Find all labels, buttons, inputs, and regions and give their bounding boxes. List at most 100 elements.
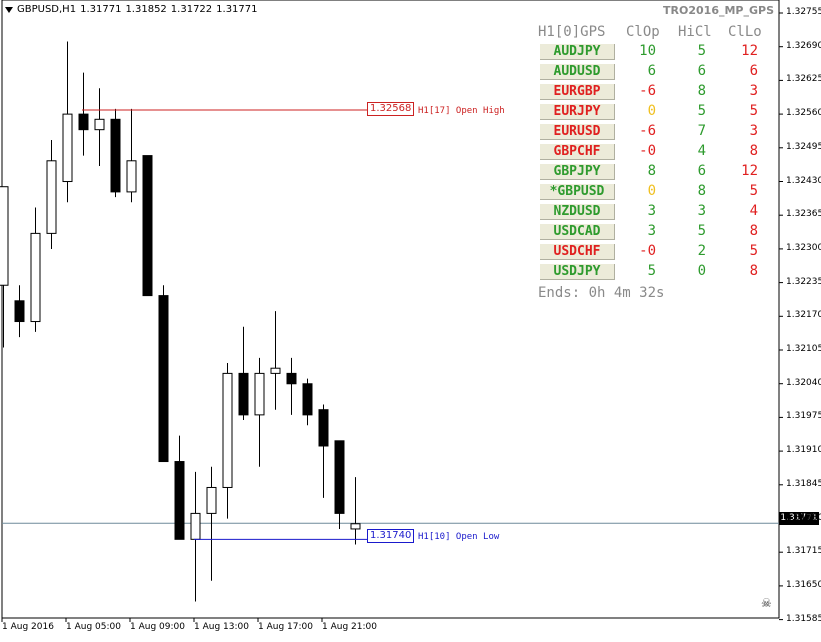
- pair-button[interactable]: GBPCHF: [540, 144, 615, 160]
- price-axis-label: 1.32560: [786, 108, 821, 119]
- col-cllo: ClLo: [728, 24, 762, 40]
- candle-body: [30, 232, 41, 323]
- pair-button[interactable]: GBPJPY: [540, 164, 615, 180]
- pair-button[interactable]: EURUSD: [540, 124, 615, 140]
- open-low-label: H1[10] Open Low: [418, 532, 500, 542]
- ends-timer: Ends: 0h 4m 32s: [538, 285, 664, 301]
- time-axis-label: 1 Aug 09:00: [130, 622, 185, 632]
- candle-body: [238, 372, 249, 416]
- candle-body: [318, 409, 329, 447]
- open-low-price-box: 1.31740: [367, 529, 415, 543]
- clop-value: -6: [639, 83, 656, 99]
- candle: [94, 88, 105, 166]
- candle-body: [350, 523, 361, 530]
- gps-row: USDCAD 3 5 8: [538, 222, 778, 242]
- hicl-value: 8: [697, 183, 706, 199]
- candle: [46, 140, 57, 249]
- cllo-value: 4: [749, 203, 758, 219]
- candle: [286, 357, 297, 415]
- hicl-value: 3: [697, 203, 706, 219]
- pair-button[interactable]: EURGBP: [540, 84, 615, 100]
- candle-body: [334, 440, 345, 514]
- pair-button[interactable]: *GBPUSD: [540, 184, 615, 200]
- candle-body: [158, 295, 169, 463]
- ends-value: 0h 4m 32s: [588, 285, 665, 301]
- clop-value: -0: [639, 143, 656, 159]
- candle-body: [174, 461, 185, 540]
- col-title: H1[0]GPS: [538, 24, 606, 40]
- candle-body: [286, 372, 297, 385]
- candle: [142, 155, 153, 297]
- candle: [126, 108, 137, 203]
- candle-body: [62, 113, 73, 183]
- pair-button[interactable]: EURJPY: [540, 104, 615, 120]
- candle-body: [78, 113, 89, 131]
- gps-row: EURUSD -6 7 3: [538, 122, 778, 142]
- pair-button[interactable]: USDCHF: [540, 244, 615, 260]
- col-hicl: HiCl: [678, 24, 712, 40]
- gps-row: GBPJPY 8 6 12: [538, 162, 778, 182]
- pair-button[interactable]: NZDUSD: [540, 204, 615, 220]
- hicl-value: 5: [697, 223, 706, 239]
- candle-body: [110, 118, 121, 193]
- close-value: 1.31771: [216, 4, 258, 15]
- pair-button[interactable]: AUDUSD: [540, 64, 615, 80]
- cllo-value: 6: [749, 63, 758, 79]
- candle-body: [14, 300, 25, 323]
- pair-button[interactable]: USDCAD: [540, 224, 615, 240]
- candle: [110, 108, 121, 198]
- hicl-value: 0: [697, 263, 706, 279]
- candle-body: [302, 383, 313, 416]
- gps-row: EURJPY 0 5 5: [538, 102, 778, 122]
- symbol-header: GBPUSD,H1 1.31771 1.31852 1.31722 1.3177…: [5, 4, 258, 15]
- clop-value: 8: [647, 163, 656, 179]
- candle-body: [254, 372, 265, 416]
- candle: [190, 471, 201, 602]
- low-value: 1.31722: [170, 4, 213, 15]
- cllo-value: 8: [749, 263, 758, 279]
- clop-value: 10: [639, 43, 656, 59]
- candles-group: [0, 41, 361, 602]
- candle-body: [126, 160, 137, 193]
- ends-label: Ends:: [538, 285, 581, 301]
- hicl-value: 4: [697, 143, 706, 159]
- hicl-value: 2: [697, 243, 706, 259]
- skull-icon: ☠: [761, 596, 772, 610]
- candle: [222, 363, 233, 519]
- col-clop: ClOp: [626, 24, 660, 40]
- candle-body: [190, 512, 201, 540]
- pair-button[interactable]: AUDJPY: [540, 44, 615, 60]
- hicl-value: 8: [697, 83, 706, 99]
- clop-value: 0: [647, 183, 656, 199]
- price-axis-label: 1.31910: [786, 445, 821, 456]
- clop-value: 3: [647, 223, 656, 239]
- price-axis-label: 1.32300: [786, 242, 821, 253]
- hicl-value: 5: [697, 103, 706, 119]
- cllo-value: 5: [749, 243, 758, 259]
- indicator-name: TRO2016_MP_GPS: [663, 4, 774, 17]
- candle: [206, 466, 217, 581]
- candle-body: [270, 367, 281, 374]
- price-axis-label: 1.32105: [786, 344, 821, 354]
- price-axis-label: 1.31780: [786, 512, 821, 523]
- candle: [318, 404, 329, 498]
- candle: [0, 186, 9, 348]
- pair-button[interactable]: USDJPY: [540, 264, 615, 280]
- price-axis-label: 1.31585: [786, 613, 821, 624]
- candle: [158, 285, 169, 463]
- price-axis-label: 1.32495: [786, 141, 821, 152]
- clop-value: 0: [647, 103, 656, 119]
- price-axis-label: 1.32625: [786, 74, 821, 85]
- price-axis-label: 1.31650: [786, 579, 821, 590]
- hicl-value: 5: [697, 43, 706, 59]
- cllo-value: 12: [741, 43, 758, 59]
- gps-row: USDCHF -0 2 5: [538, 242, 778, 262]
- candle: [302, 378, 313, 426]
- clop-value: 5: [647, 263, 656, 279]
- candle: [270, 311, 281, 410]
- time-axis-label: 1 Aug 21:00: [322, 622, 377, 632]
- dropdown-triangle-icon[interactable]: [5, 6, 13, 13]
- open-high-label: H1[17] Open High: [418, 106, 505, 116]
